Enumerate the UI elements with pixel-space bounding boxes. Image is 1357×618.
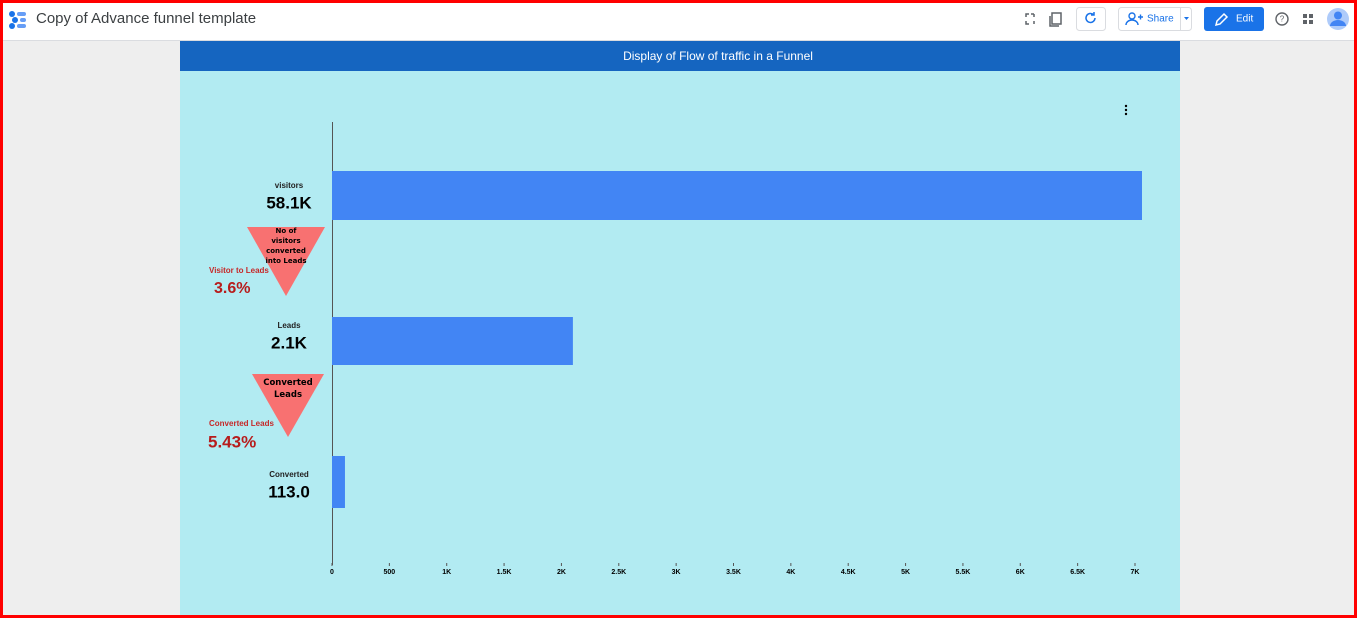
- x-tick-label: 2.5K: [611, 569, 626, 576]
- x-tick-label: 3K: [672, 569, 681, 576]
- x-tick-label: 6.5K: [1070, 569, 1085, 576]
- report-canvas: [180, 41, 1180, 618]
- triangle-note: Converted Leads: [263, 378, 313, 400]
- funnel-triangle: [252, 374, 324, 437]
- x-tick-label: 1K: [442, 569, 451, 576]
- x-tick-label: 3.5K: [726, 569, 741, 576]
- edit-button[interactable]: [1204, 7, 1264, 31]
- chart-title: Display of Flow of traffic in a Funnel: [623, 49, 813, 63]
- category-label: Leads: [277, 321, 301, 330]
- fullscreen-icon[interactable]: [1025, 13, 1035, 25]
- bar: [332, 171, 1142, 220]
- copy-icon[interactable]: [1049, 12, 1062, 27]
- triangle-note: No of visitors converted into Leads: [265, 227, 307, 265]
- bar: [332, 456, 345, 508]
- help-icon[interactable]: ?: [1275, 12, 1289, 26]
- x-tick-label: 0: [330, 569, 334, 576]
- x-tick-label: 7K: [1131, 569, 1140, 576]
- edit-label[interactable]: Edit: [1236, 14, 1253, 25]
- annotation-label: Converted Leads: [209, 419, 274, 428]
- annotation-value: 5.43%: [208, 432, 256, 451]
- app-logo: [9, 11, 26, 29]
- x-tick-label: 5.5K: [956, 569, 971, 576]
- avatar[interactable]: [1327, 8, 1349, 30]
- apps-icon[interactable]: [1303, 14, 1313, 24]
- bar: [332, 317, 573, 365]
- document-title: Copy of Advance funnel template: [36, 10, 256, 27]
- annotation-value: 3.6%: [214, 280, 250, 297]
- annotation-label: Visitor to Leads: [209, 266, 269, 275]
- x-tick-label: 5K: [901, 569, 910, 576]
- x-tick-label: 500: [384, 569, 396, 576]
- svg-text:?: ?: [1280, 15, 1285, 24]
- plot-area: [332, 171, 1142, 508]
- chart-menu[interactable]: [1124, 104, 1128, 116]
- refresh-button[interactable]: [1076, 7, 1106, 31]
- x-tick-label: 2K: [557, 569, 566, 576]
- triangle-note-box: Converted Leads: [263, 378, 313, 400]
- x-tick-label: 1.5K: [497, 569, 512, 576]
- report-header: [180, 41, 1180, 71]
- x-tick-label: 6K: [1016, 569, 1025, 576]
- share-button[interactable]: [1118, 7, 1192, 31]
- funnel-triangle: [247, 227, 325, 296]
- value-label: 58.1K: [266, 193, 312, 212]
- x-tick-label: 4.5K: [841, 569, 856, 576]
- triangle-note-box: No of visitors converted into Leads: [265, 227, 307, 265]
- value-label: 113.0: [268, 482, 310, 501]
- category-label: visitors: [275, 181, 304, 190]
- value-label: 2.1K: [271, 333, 308, 352]
- share-label[interactable]: Share: [1147, 14, 1174, 25]
- x-tick-label: 4K: [786, 569, 795, 576]
- category-label: Converted: [269, 470, 309, 479]
